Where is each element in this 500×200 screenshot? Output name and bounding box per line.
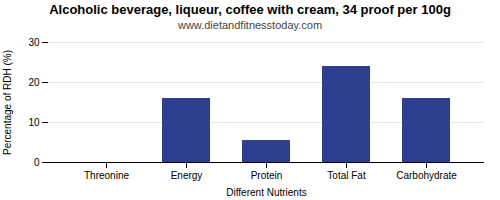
svg-text:30: 30 [28, 37, 40, 48]
svg-text:Total Fat: Total Fat [327, 170, 366, 181]
html-text:Alcoholic beverage, liqueur, c: Alcoholic beverage, liqueur, coffee with… [49, 2, 451, 17]
html-text:www.dietandfitnesstoday.com: www.dietandfitnesstoday.com [178, 19, 322, 31]
svg-text:Protein: Protein [251, 170, 283, 181]
svg-text:20: 20 [28, 77, 40, 88]
svg-text:Percentage of RDH (%): Percentage of RDH (%) [2, 50, 13, 155]
svg-text:10: 10 [28, 117, 40, 128]
svg-text:Energy: Energy [171, 170, 203, 181]
svg-text:Carbohydrate: Carbohydrate [396, 170, 457, 181]
svg-text:Different Nutrients: Different Nutrients [226, 187, 306, 198]
svg-text:Threonine: Threonine [84, 170, 129, 181]
svg-text:0: 0 [34, 157, 40, 168]
